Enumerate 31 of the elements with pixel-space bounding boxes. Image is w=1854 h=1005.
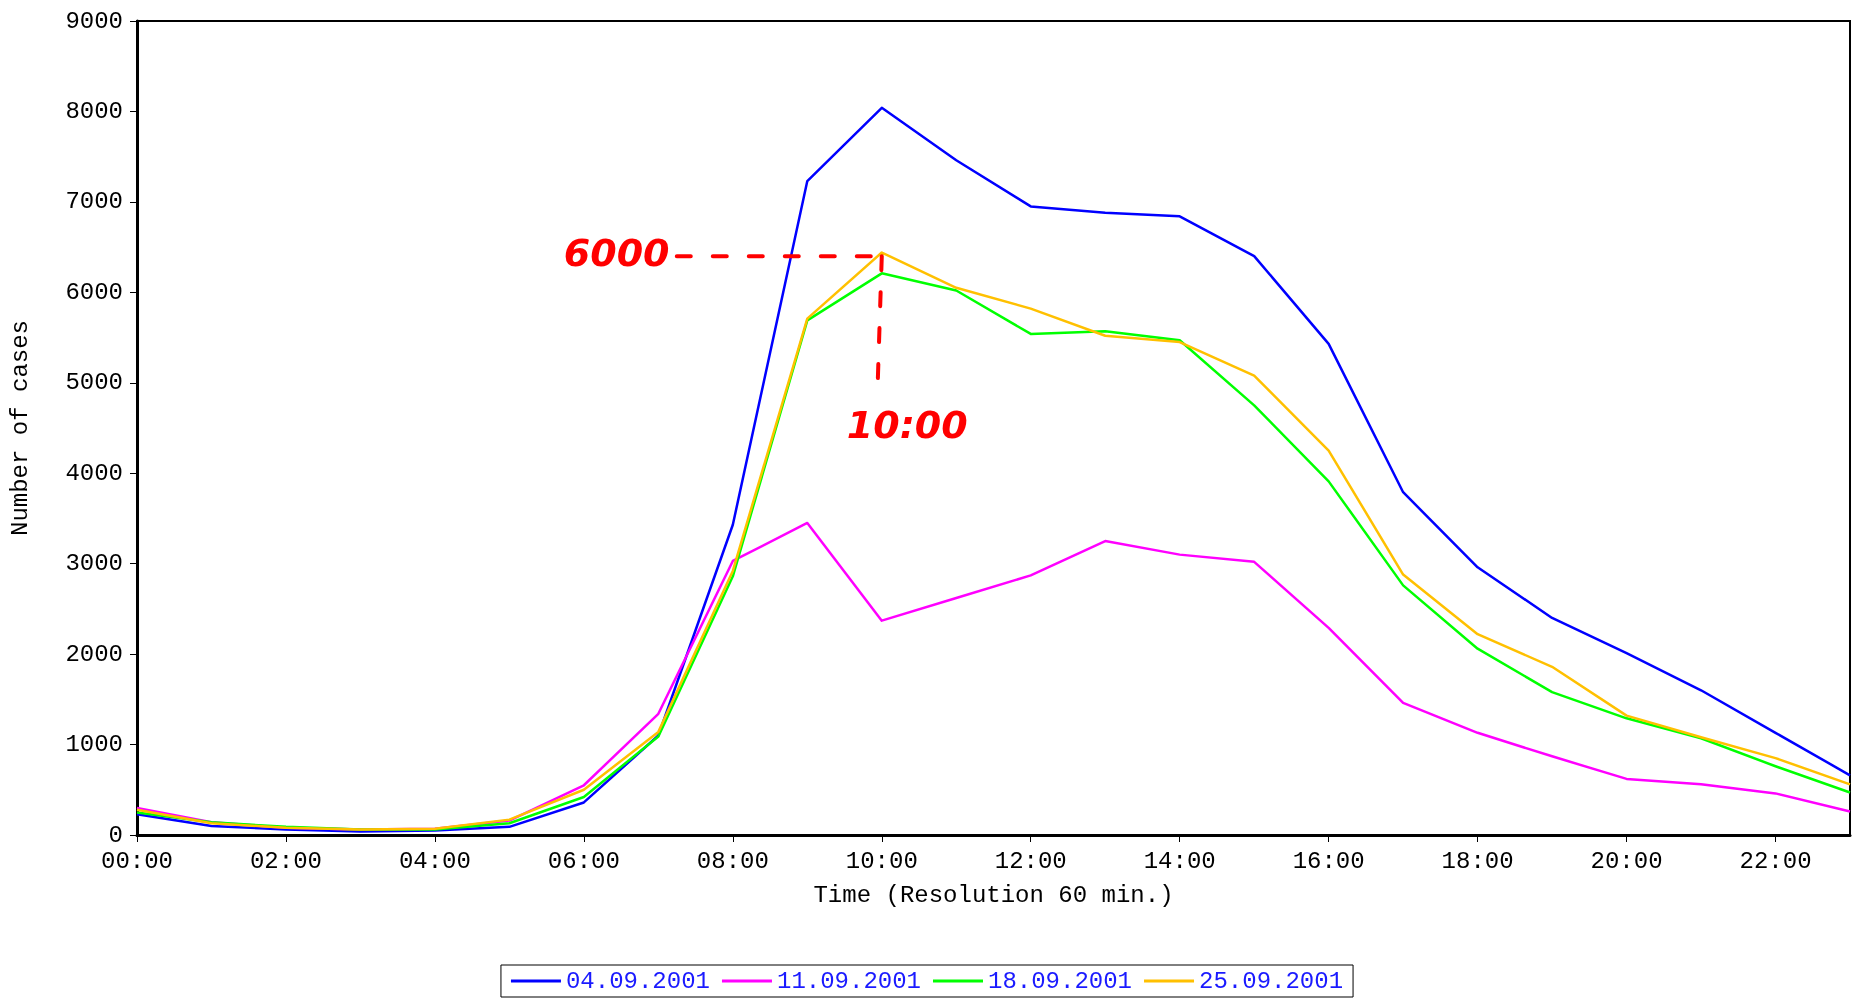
y-tick-label: 2000 — [65, 640, 123, 668]
x-tick-label: 06:00 — [547, 847, 620, 875]
y-tick-label: 1000 — [65, 731, 123, 759]
y-tick-label: 3000 — [65, 550, 123, 578]
legend-label: 18.09.2001 — [988, 967, 1133, 995]
annotation: 10:00 — [846, 403, 968, 448]
x-tick-label: 18:00 — [1441, 847, 1514, 875]
y-tick-label: 7000 — [65, 188, 123, 216]
legend-label: 04.09.2001 — [565, 967, 710, 995]
y-tick-label: 4000 — [65, 459, 123, 487]
legend-label: 11.09.2001 — [776, 967, 922, 995]
legend-label: 25.09.2001 — [1199, 967, 1344, 995]
x-tick-label: 08:00 — [696, 847, 769, 875]
y-tick-label: 9000 — [65, 7, 123, 35]
line-series — [135, 106, 1852, 833]
x-tick-label: 10:00 — [845, 847, 918, 875]
x-tick-label: 02:00 — [249, 847, 322, 875]
y-tick-label: 8000 — [65, 97, 123, 125]
annotation: 6000 — [563, 231, 670, 276]
x-tick-label: 22:00 — [1739, 847, 1812, 875]
x-tick-label: 00:00 — [100, 847, 174, 875]
x-axis-title: Time (Resolution 60 min.) — [813, 881, 1174, 909]
x-tick-label: 20:00 — [1590, 847, 1663, 875]
x-tick-label: 12:00 — [994, 847, 1067, 875]
y-tick-label: 5000 — [65, 369, 123, 397]
x-tick-label: 04:00 — [398, 847, 471, 875]
y-axis-title: Number of cases — [6, 319, 34, 537]
x-tick-label: 16:00 — [1292, 847, 1365, 875]
y-tick-label: 0 — [108, 821, 123, 849]
x-tick-label: 14:00 — [1143, 847, 1216, 875]
y-tick-label: 6000 — [65, 278, 123, 306]
